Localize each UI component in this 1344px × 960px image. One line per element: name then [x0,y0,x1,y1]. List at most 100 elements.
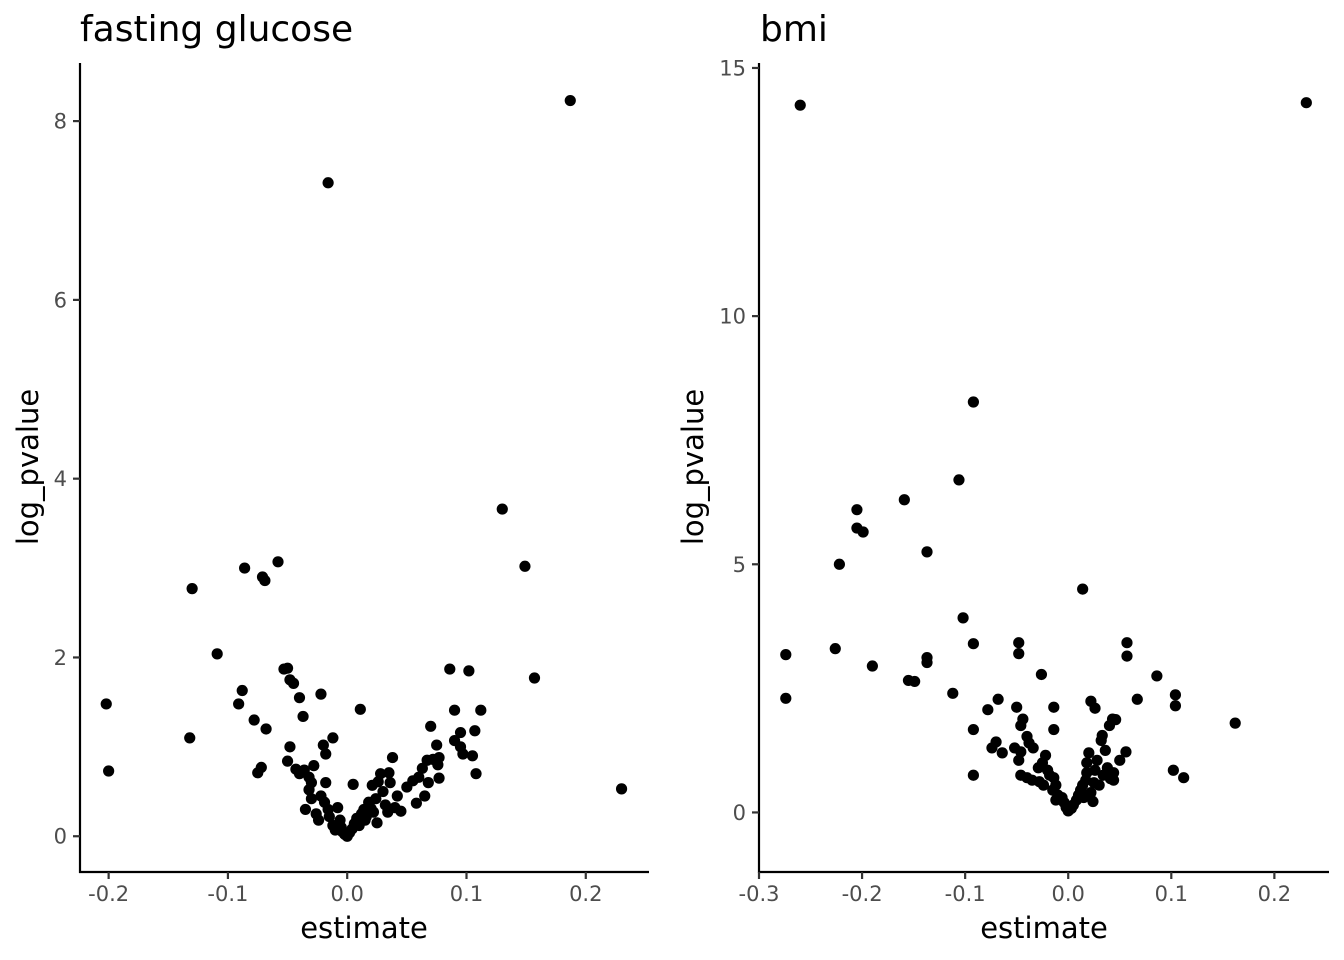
data-point [297,710,309,723]
data-point [829,643,841,655]
data-point [957,612,969,624]
y-axis-title: log_pvalue [11,389,45,545]
data-point [260,723,272,735]
data-point [967,638,979,650]
data-point [470,768,482,780]
data-point [1169,700,1182,712]
y-tick-label: 2 [54,646,67,670]
data-point [466,750,479,762]
data-point [422,777,434,789]
data-point [299,803,312,816]
data-point [377,785,389,798]
y-tick-label: 4 [54,467,67,491]
data-point [953,474,965,486]
data-point [1093,779,1105,791]
data-point [1178,772,1190,784]
data-point [248,714,260,726]
data-point [1121,650,1133,662]
y-tick-label: 5 [733,553,746,577]
data-point [416,762,428,774]
data-point [1048,723,1060,736]
data-point [1300,97,1312,109]
data-point [475,704,487,716]
data-point [1229,717,1241,729]
data-point [992,693,1004,705]
x-axis-title: estimate [980,911,1108,945]
x-tick-label: 0.1 [1155,882,1188,906]
data-point [252,767,264,779]
data-point [433,751,445,764]
data-point [1110,714,1122,726]
data-point [866,660,878,672]
data-point [1035,668,1048,681]
data-point [1027,742,1039,754]
y-tick-label: 15 [719,56,746,80]
data-point [1087,795,1099,808]
y-tick-label: 6 [54,288,67,312]
data-point [284,741,296,753]
data-point [1013,648,1025,660]
data-point [384,777,396,789]
data-point [233,698,245,710]
data-point [1099,744,1111,757]
data-point [287,677,300,689]
data-point [448,704,461,716]
data-point [457,748,469,760]
data-point [1107,774,1120,786]
data-point [395,805,407,817]
data-point [851,504,863,516]
x-tick-label: -0.2 [842,882,883,906]
data-point [239,562,251,574]
data-point [921,656,933,669]
data-point [1011,701,1023,713]
data-point [1096,729,1108,742]
x-tick-label: -0.1 [207,882,248,906]
data-point [1013,754,1025,766]
x-tick-label: 0.0 [1052,882,1085,906]
data-point [332,802,344,814]
data-point [272,556,284,568]
data-point [103,765,115,777]
data-point [982,704,994,716]
data-point [528,672,541,684]
data-point [320,777,332,789]
data-point [281,662,294,674]
data-point [794,99,806,111]
data-point [496,503,508,515]
data-point [1089,764,1101,776]
data-point [293,692,306,704]
x-tick-label: -0.3 [739,882,780,906]
y-tick-label: 10 [719,305,746,329]
chart-title: bmi [760,9,828,50]
data-point [347,778,359,790]
panel-bmi: bmi 0 5 10 15 -0.3 -0.2 -0.1 0.0 0.1 0.2 estimat… [676,9,1329,945]
data-point [1015,719,1027,732]
data-point [281,755,294,767]
data-point [833,558,845,570]
data-point [564,94,576,107]
data-point [996,747,1008,759]
data-point [308,760,320,772]
data-point [947,687,959,699]
y-tick-label: 0 [733,801,746,825]
data-point [315,688,327,700]
data-point [375,768,387,780]
x-tick-label: 0.1 [450,882,483,906]
data-point [1131,693,1143,705]
data-point [857,526,869,538]
data-point [1077,583,1089,595]
data-point [1121,637,1133,649]
x-tick-label: 0.0 [331,882,364,906]
data-point [371,817,383,829]
data-point [463,665,475,677]
data-point [367,806,380,818]
data-point [100,698,112,710]
data-point [967,723,979,736]
data-point [986,742,998,754]
data-point [1085,786,1097,799]
data-point [383,767,395,779]
data-point [354,703,366,715]
data-point [921,546,933,558]
data-point [519,560,531,572]
